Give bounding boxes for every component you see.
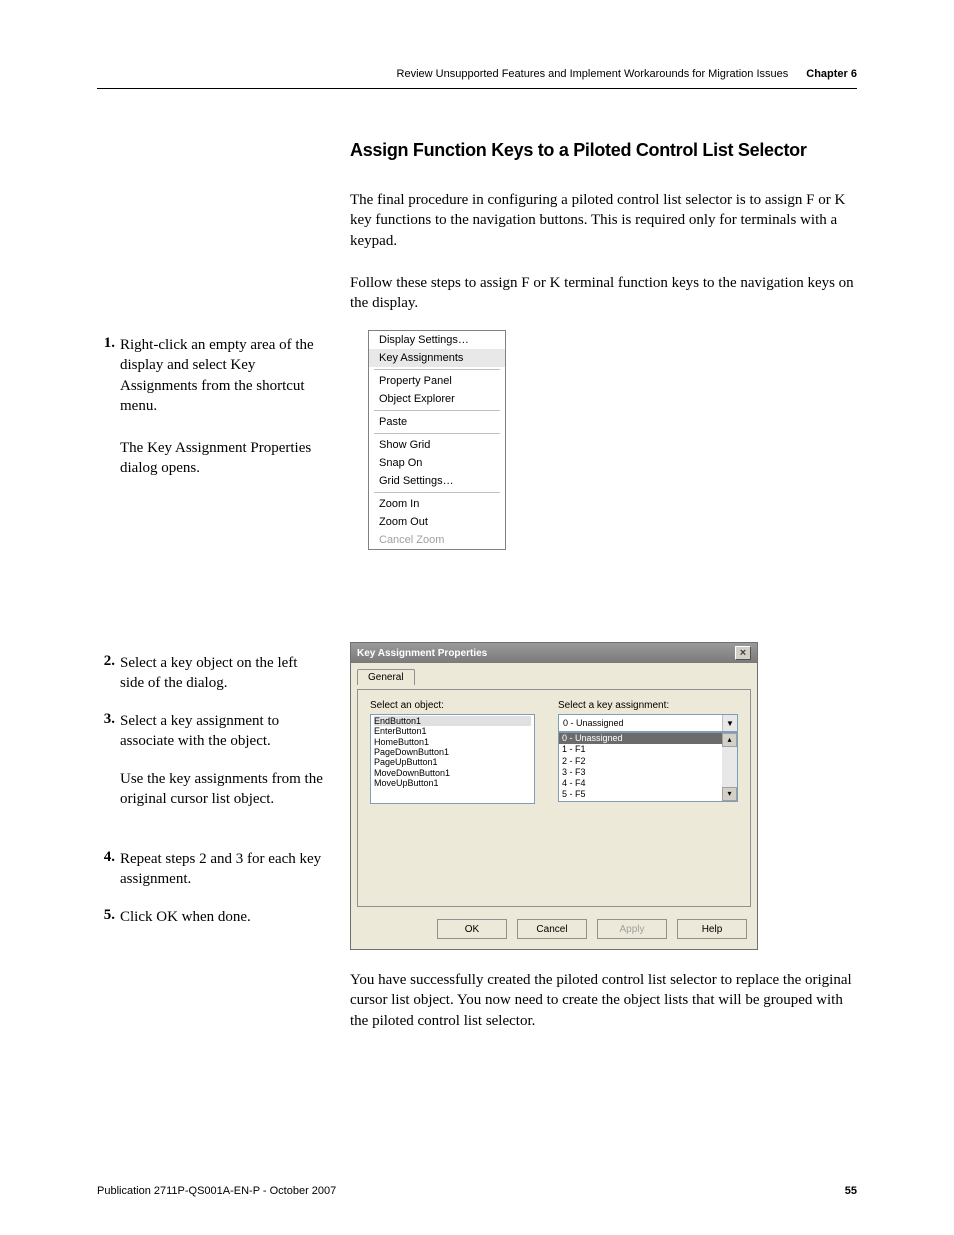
menu-item-zoom-out[interactable]: Zoom Out — [369, 513, 505, 531]
menu-item-object-explorer[interactable]: Object Explorer — [369, 390, 505, 408]
select-key-label: Select a key assignment: — [558, 700, 669, 711]
list-item[interactable]: EndButton1 — [374, 716, 531, 726]
footer-publication: Publication 2711P-QS001A-EN-P - October … — [97, 1185, 336, 1197]
scrollbar[interactable]: ▴ ▾ — [722, 733, 737, 801]
scroll-up-icon[interactable]: ▴ — [722, 733, 737, 747]
list-item[interactable]: EnterButton1 — [374, 726, 531, 736]
dialog-titlebar[interactable]: Key Assignment Properties × — [351, 643, 757, 663]
context-menu: Display Settings… Key Assignments Proper… — [368, 330, 506, 550]
closing-paragraph: You have successfully created the pilote… — [350, 970, 860, 1031]
close-icon[interactable]: × — [735, 646, 751, 660]
step-text: Right-click an empty area of the display… — [120, 335, 325, 416]
menu-separator — [374, 410, 500, 411]
dropdown-item[interactable]: 0 - Unassigned — [559, 733, 737, 744]
header-breadcrumb: Review Unsupported Features and Implemen… — [397, 68, 789, 80]
menu-item-display-settings[interactable]: Display Settings… — [369, 331, 505, 349]
dropdown-item[interactable]: 4 - F4 — [559, 778, 737, 789]
step-number: 4. — [95, 849, 115, 866]
dialog-title: Key Assignment Properties — [357, 648, 487, 659]
step-text: Select a key object on the left side of … — [120, 653, 325, 694]
menu-item-zoom-in[interactable]: Zoom In — [369, 495, 505, 513]
object-listbox[interactable]: EndButton1 EnterButton1 HomeButton1 Page… — [370, 714, 535, 804]
dropdown-item[interactable]: 3 - F3 — [559, 767, 737, 778]
ok-button[interactable]: OK — [437, 919, 507, 939]
header-chapter: Chapter 6 — [806, 68, 857, 80]
menu-item-key-assignments[interactable]: Key Assignments — [369, 349, 505, 367]
tab-strip: General — [357, 669, 751, 689]
list-item[interactable]: MoveUpButton1 — [374, 778, 531, 788]
list-item[interactable]: MoveDownButton1 — [374, 768, 531, 778]
apply-button: Apply — [597, 919, 667, 939]
page-header: Review Unsupported Features and Implemen… — [97, 68, 857, 80]
menu-item-cancel-zoom: Cancel Zoom — [369, 531, 505, 549]
step-text: Click OK when done. — [120, 907, 325, 927]
combo-value: 0 - Unassigned — [563, 718, 624, 728]
dialog-button-row: OK Cancel Apply Help — [351, 913, 757, 949]
section-title: Assign Function Keys to a Piloted Contro… — [350, 140, 807, 161]
list-item[interactable]: PageDownButton1 — [374, 747, 531, 757]
menu-separator — [374, 369, 500, 370]
key-assignment-dropdown[interactable]: 0 - Unassigned 1 - F1 2 - F2 3 - F3 4 - … — [558, 732, 738, 802]
tab-general[interactable]: General — [357, 669, 415, 685]
step-number: 5. — [95, 907, 115, 924]
menu-item-property-panel[interactable]: Property Panel — [369, 372, 505, 390]
step-note: Use the key assignments from the origina… — [120, 769, 325, 810]
menu-item-paste[interactable]: Paste — [369, 413, 505, 431]
menu-separator — [374, 433, 500, 434]
help-button[interactable]: Help — [677, 919, 747, 939]
step-number: 2. — [95, 653, 115, 670]
select-object-label: Select an object: — [370, 700, 444, 711]
list-item[interactable]: HomeButton1 — [374, 737, 531, 747]
footer-page-number: 55 — [845, 1185, 857, 1197]
dropdown-item[interactable]: 5 - F5 — [559, 789, 737, 800]
dropdown-item[interactable]: 2 - F2 — [559, 756, 737, 767]
cancel-button[interactable]: Cancel — [517, 919, 587, 939]
intro-paragraph-2: Follow these steps to assign F or K term… — [350, 273, 855, 314]
header-rule — [97, 88, 857, 89]
chevron-down-icon[interactable]: ▼ — [722, 715, 737, 731]
menu-separator — [374, 492, 500, 493]
key-assignment-dialog: Key Assignment Properties × General Sele… — [350, 642, 758, 950]
tab-panel: Select an object: Select a key assignmen… — [357, 689, 751, 907]
step-note: The Key Assignment Properties dialog ope… — [120, 438, 325, 479]
step-text: Repeat steps 2 and 3 for each key assign… — [120, 849, 325, 890]
dropdown-item[interactable]: 1 - F1 — [559, 744, 737, 755]
step-number: 3. — [95, 711, 115, 728]
menu-item-grid-settings[interactable]: Grid Settings… — [369, 472, 505, 490]
list-item[interactable]: PageUpButton1 — [374, 757, 531, 767]
menu-item-snap-on[interactable]: Snap On — [369, 454, 505, 472]
step-number: 1. — [95, 335, 115, 352]
key-assignment-combo[interactable]: 0 - Unassigned ▼ — [558, 714, 738, 732]
menu-item-show-grid[interactable]: Show Grid — [369, 436, 505, 454]
step-text: Select a key assignment to associate wit… — [120, 711, 325, 752]
intro-paragraph-1: The final procedure in configuring a pil… — [350, 190, 855, 251]
scroll-down-icon[interactable]: ▾ — [722, 787, 737, 801]
